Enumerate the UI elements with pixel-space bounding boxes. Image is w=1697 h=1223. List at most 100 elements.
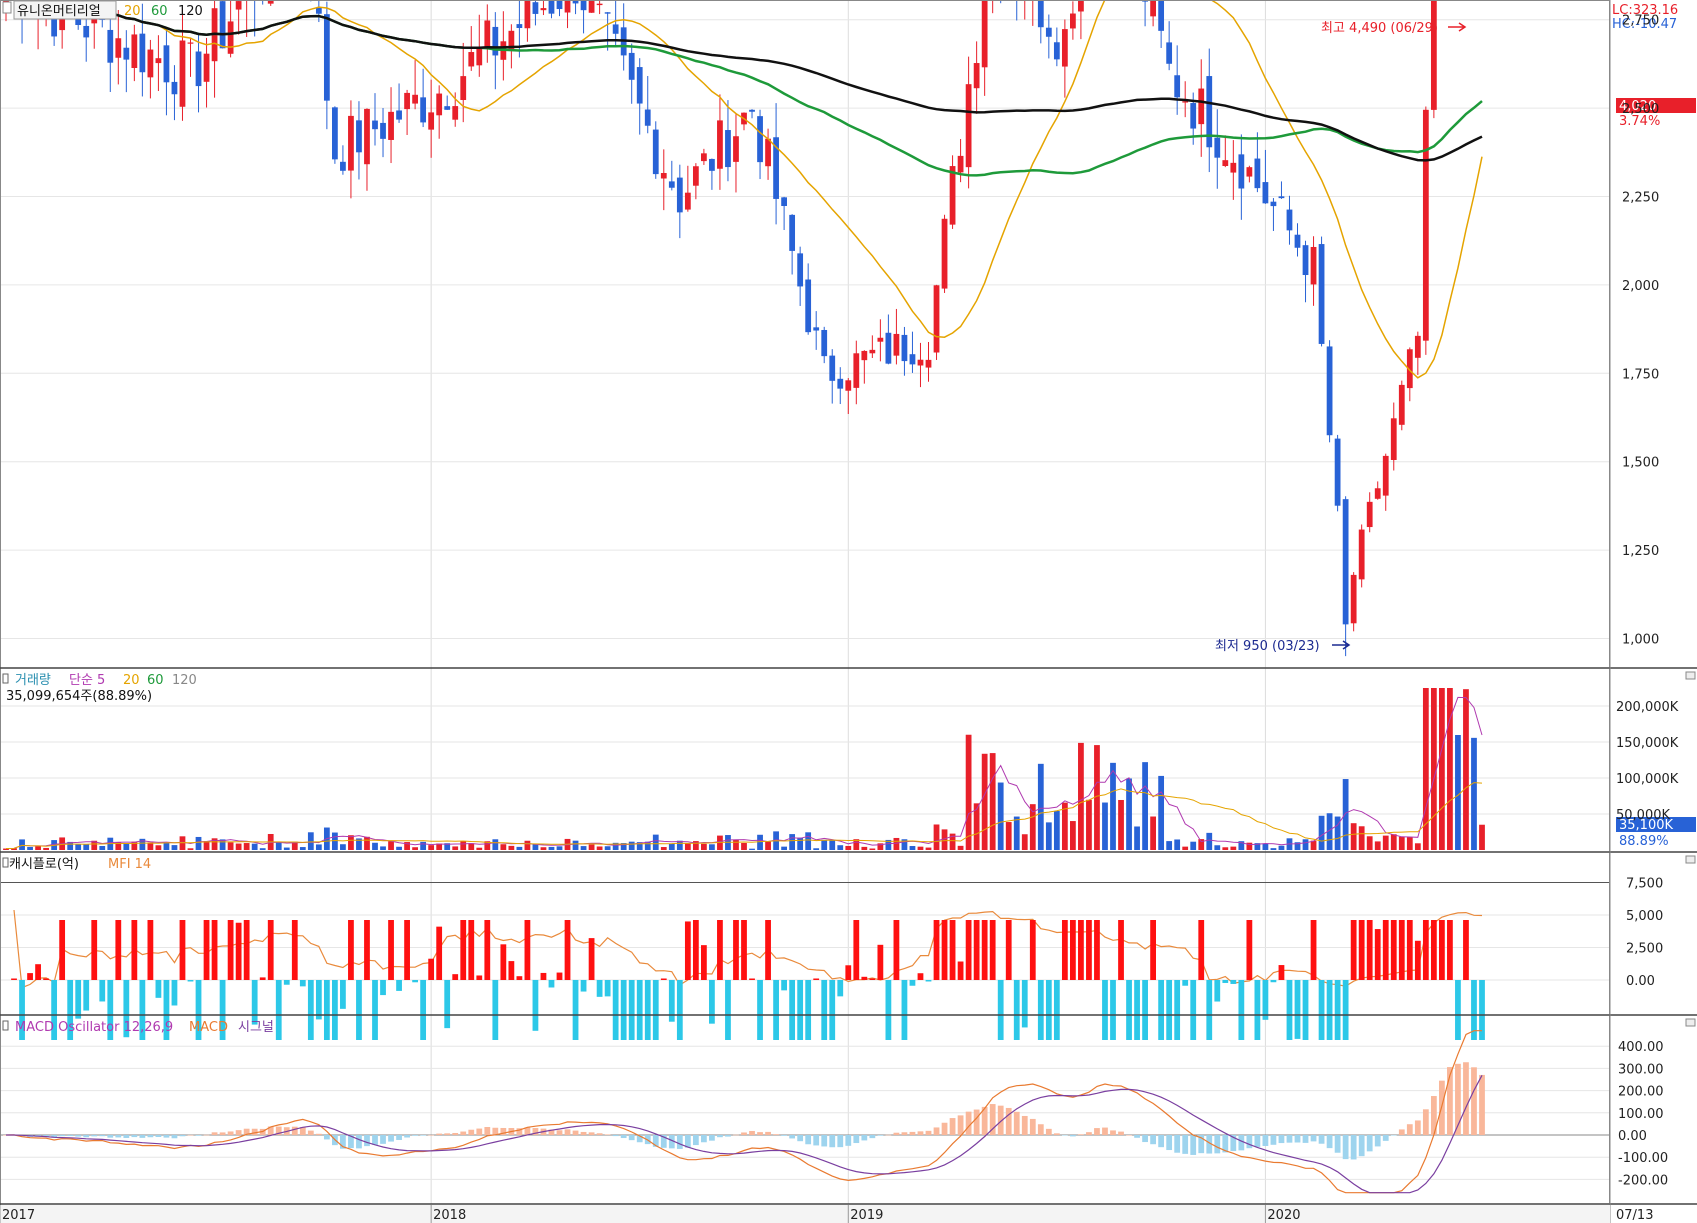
cashflow-bar (404, 920, 410, 980)
macd-osc-bar (885, 1134, 892, 1136)
volume-bar (636, 842, 643, 850)
cashflow-bar (476, 975, 483, 980)
panel-menu-icon[interactable] (1685, 1018, 1696, 1027)
volume-bar (604, 846, 611, 850)
volume-bar (933, 824, 940, 850)
candle-body (821, 329, 828, 357)
cashflow-bar (235, 922, 242, 980)
candle-body (845, 380, 852, 391)
cashflow-bar (516, 976, 523, 980)
cashflow-bar (1013, 980, 1020, 1040)
macd-osc-bar (1479, 1074, 1485, 1135)
cashflow-bar (596, 980, 603, 997)
volume-bar (733, 839, 739, 850)
volume-bar (813, 848, 820, 850)
macd-osc-bar (1206, 1135, 1213, 1154)
cashflow-bar (492, 980, 499, 1040)
volume-bar (1134, 826, 1140, 850)
macd-osc-bar (773, 1134, 779, 1135)
macd-osc-bar (99, 1135, 106, 1137)
candle-body (556, 0, 563, 10)
macd-osc-bar (933, 1127, 940, 1135)
volume-bar (524, 840, 531, 850)
volume-tick-label: 150,000K (1616, 736, 1679, 751)
macd-osc-bar (1406, 1124, 1413, 1135)
volume-bar (251, 843, 258, 850)
volume-bar (468, 843, 475, 850)
macd-tick-label: -200.00 (1618, 1173, 1668, 1188)
volume-bar (556, 846, 563, 850)
macd-osc-bar (949, 1118, 956, 1135)
macd-osc-bar (1414, 1120, 1421, 1135)
cashflow-bar (564, 920, 571, 980)
volume-bar (1166, 841, 1173, 850)
macd-osc-bar (1294, 1135, 1301, 1143)
volume-bar (885, 839, 892, 850)
cashflow-bar (885, 980, 892, 1040)
collapse-icon[interactable] (2, 857, 9, 868)
cashflow-bar (444, 980, 451, 1029)
panel-menu-icon[interactable] (1685, 855, 1696, 864)
price-tick-label: 2,750 (1622, 14, 1659, 29)
cashflow-bar (1414, 940, 1421, 980)
cashflow-bar (380, 980, 386, 996)
collapse-icon[interactable] (2, 673, 9, 684)
volume-bar (291, 841, 298, 850)
macd-osc-bar (941, 1122, 948, 1135)
macd-osc-bar (428, 1134, 435, 1136)
macd-osc-bar (380, 1135, 386, 1144)
stock-name-box[interactable] (13, 0, 117, 20)
macd-osc-bar (957, 1115, 964, 1135)
cash-tick-label: 5,000 (1626, 909, 1663, 924)
cashflow-bar (1094, 920, 1100, 980)
cashflow-bar (1430, 920, 1437, 980)
candle-body (219, 1, 226, 49)
cashflow-bar (332, 980, 338, 1040)
volume-bar (1053, 811, 1060, 850)
volume-bar (187, 848, 194, 850)
cashflow-bar (372, 980, 378, 1040)
macd-panel[interactable] (0, 1030, 1610, 1194)
volume-bar (1439, 688, 1445, 850)
collapse-icon[interactable] (2, 1, 12, 14)
cashflow-bar (821, 980, 828, 1040)
volume-bar (508, 845, 515, 850)
panel-menu-icon[interactable] (1685, 671, 1696, 680)
macd-tick-label: 300.00 (1618, 1062, 1664, 1077)
volume-bar (1029, 804, 1036, 850)
macd-osc-bar (452, 1132, 459, 1135)
macd-osc-bar (267, 1126, 274, 1135)
macd-osc-bar (340, 1135, 346, 1149)
cashflow-bar (861, 976, 868, 980)
macd-osc-bar (1422, 1109, 1429, 1135)
volume-bar (1037, 763, 1044, 850)
macd-osc-bar (1094, 1128, 1100, 1135)
cashflow-bar (957, 961, 964, 980)
macd-osc-bar (235, 1130, 242, 1135)
volume-bar (861, 846, 868, 850)
collapse-icon[interactable] (2, 1020, 9, 1031)
macd-osc-bar (1447, 1067, 1453, 1135)
panel-controls[interactable] (1685, 671, 1696, 1027)
volume-bar (356, 838, 362, 850)
cashflow-panel[interactable] (0, 882, 1610, 1041)
candle-body (444, 106, 451, 110)
volume-panel[interactable] (0, 688, 1610, 850)
candle-body (412, 94, 418, 104)
volume-bar (83, 844, 90, 850)
candle-body (580, 0, 587, 11)
macd-osc-bar (572, 1130, 579, 1135)
volume-bar (1013, 816, 1020, 850)
candle-body (508, 30, 515, 49)
cashflow-bar (1166, 980, 1173, 1040)
macd-osc-bar (604, 1134, 611, 1135)
cashflow-bar (323, 980, 330, 1040)
macd-osc-bar (580, 1131, 587, 1135)
cashflow-bar (933, 920, 940, 980)
volume-bar (1302, 839, 1309, 850)
cashflow-bar (67, 980, 74, 1040)
price-tick-label: 2,500 (1622, 102, 1659, 117)
cashflow-bar (701, 945, 707, 980)
volume-bar (1350, 823, 1357, 850)
